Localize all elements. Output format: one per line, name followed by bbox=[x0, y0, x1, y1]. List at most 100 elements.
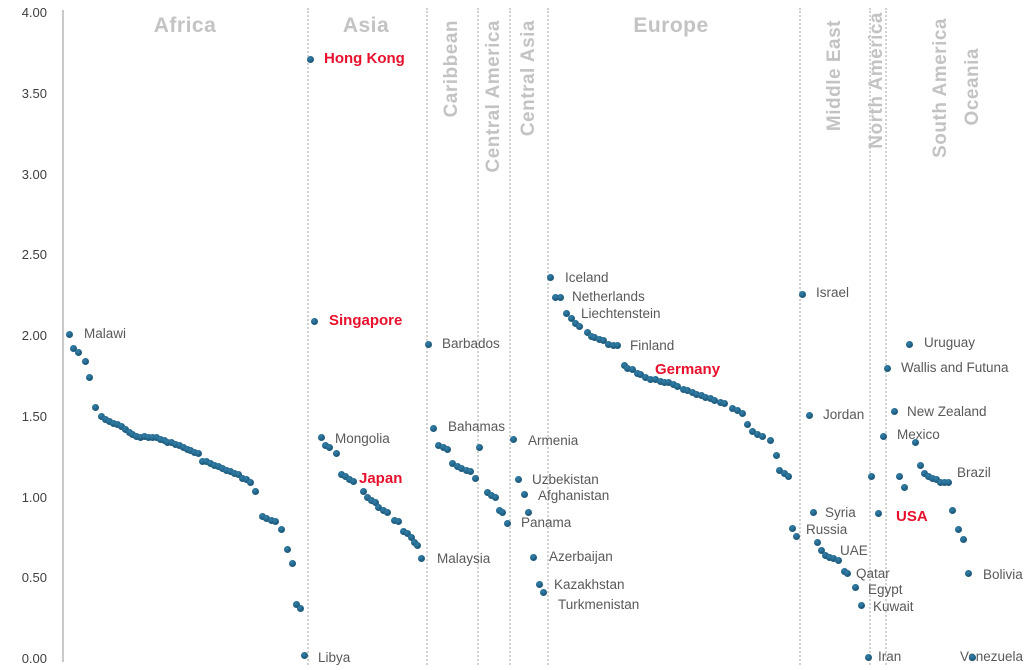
data-point bbox=[539, 589, 547, 597]
data-point bbox=[429, 424, 437, 432]
country-label: Barbados bbox=[442, 336, 500, 351]
data-point bbox=[924, 473, 932, 480]
data-point bbox=[920, 469, 928, 477]
data-point bbox=[443, 445, 451, 453]
country-label: Egypt bbox=[868, 582, 903, 597]
data-point bbox=[462, 466, 470, 474]
country-label: Mongolia bbox=[335, 431, 390, 446]
data-point bbox=[337, 471, 345, 479]
region-header-oceania: Oceania bbox=[962, 48, 983, 126]
data-point bbox=[85, 374, 93, 382]
country-label: Japan bbox=[359, 470, 403, 487]
data-point bbox=[720, 400, 728, 408]
data-point bbox=[471, 474, 479, 482]
country-label: Syria bbox=[825, 505, 856, 520]
data-point bbox=[798, 290, 806, 298]
country-label: Finland bbox=[630, 338, 675, 353]
data-point bbox=[403, 529, 411, 537]
region-separator bbox=[885, 8, 887, 665]
country-label: Bolivia bbox=[983, 567, 1023, 582]
data-point bbox=[466, 468, 474, 476]
data-point bbox=[636, 371, 644, 379]
data-point bbox=[105, 418, 113, 426]
data-point bbox=[775, 466, 783, 474]
data-point bbox=[697, 392, 705, 400]
country-label: Azerbaijan bbox=[549, 549, 613, 564]
data-point bbox=[349, 477, 357, 485]
data-point bbox=[91, 403, 99, 411]
data-point bbox=[679, 385, 687, 393]
country-label: Wallis and Futuna bbox=[901, 360, 1009, 375]
data-point bbox=[890, 408, 898, 416]
data-point bbox=[491, 494, 499, 501]
data-point bbox=[656, 377, 664, 385]
data-point bbox=[132, 432, 140, 440]
data-point bbox=[867, 473, 875, 480]
data-point bbox=[813, 539, 821, 547]
data-point bbox=[74, 348, 82, 356]
data-point bbox=[483, 489, 491, 497]
data-point bbox=[788, 524, 796, 532]
data-point bbox=[940, 479, 948, 487]
data-point bbox=[306, 56, 314, 64]
data-point bbox=[738, 410, 746, 418]
data-point bbox=[69, 345, 77, 353]
data-point bbox=[186, 447, 194, 455]
country-label: Uzbekistan bbox=[532, 472, 599, 487]
data-point bbox=[152, 434, 160, 442]
region-header-africa: Africa bbox=[153, 14, 217, 37]
data-point bbox=[283, 545, 291, 553]
data-point bbox=[128, 431, 136, 438]
data-point bbox=[748, 427, 756, 435]
region-separator bbox=[799, 8, 801, 665]
country-label: Libya bbox=[318, 650, 351, 665]
data-point bbox=[498, 508, 506, 516]
data-point bbox=[202, 458, 210, 466]
country-label: Jordan bbox=[823, 407, 865, 422]
data-point bbox=[758, 432, 766, 440]
data-point bbox=[371, 498, 379, 506]
data-point bbox=[613, 342, 621, 350]
data-point bbox=[851, 584, 859, 592]
data-point bbox=[628, 366, 636, 374]
data-point bbox=[583, 329, 591, 337]
data-point bbox=[457, 464, 465, 472]
data-point bbox=[535, 581, 543, 589]
region-separator bbox=[307, 8, 309, 665]
country-label: Mexico bbox=[897, 427, 940, 442]
data-point bbox=[374, 503, 382, 511]
data-point bbox=[948, 506, 956, 514]
data-point bbox=[363, 494, 371, 501]
country-label: UAE bbox=[840, 543, 868, 558]
data-point bbox=[251, 487, 259, 495]
data-point bbox=[163, 439, 171, 447]
data-point bbox=[895, 473, 903, 480]
data-point bbox=[728, 405, 736, 413]
data-point bbox=[503, 519, 511, 527]
country-label: Afghanistan bbox=[538, 488, 610, 503]
data-point bbox=[916, 461, 924, 469]
data-point bbox=[784, 473, 792, 480]
region-header-central-america: Central America bbox=[483, 20, 504, 173]
region-header-middle-east: Middle East bbox=[824, 20, 845, 132]
region-header-north-america: North America bbox=[866, 12, 887, 149]
data-point bbox=[345, 476, 353, 484]
country-label: Turkmenistan bbox=[558, 597, 640, 612]
data-point bbox=[688, 389, 696, 397]
y-axis-tick-label: 0.00 bbox=[21, 651, 47, 666]
data-point bbox=[905, 340, 913, 348]
data-point bbox=[843, 569, 851, 577]
data-point bbox=[575, 322, 583, 330]
region-header-south-america: South America bbox=[930, 18, 951, 158]
data-point bbox=[567, 314, 575, 322]
data-point bbox=[101, 416, 109, 424]
data-point bbox=[148, 434, 156, 442]
country-label: Liechtenstein bbox=[581, 306, 661, 321]
data-point bbox=[321, 442, 329, 450]
data-point bbox=[864, 653, 872, 661]
data-point bbox=[136, 434, 144, 442]
data-point bbox=[609, 342, 617, 350]
data-point bbox=[928, 474, 936, 482]
region-separator bbox=[547, 8, 549, 665]
